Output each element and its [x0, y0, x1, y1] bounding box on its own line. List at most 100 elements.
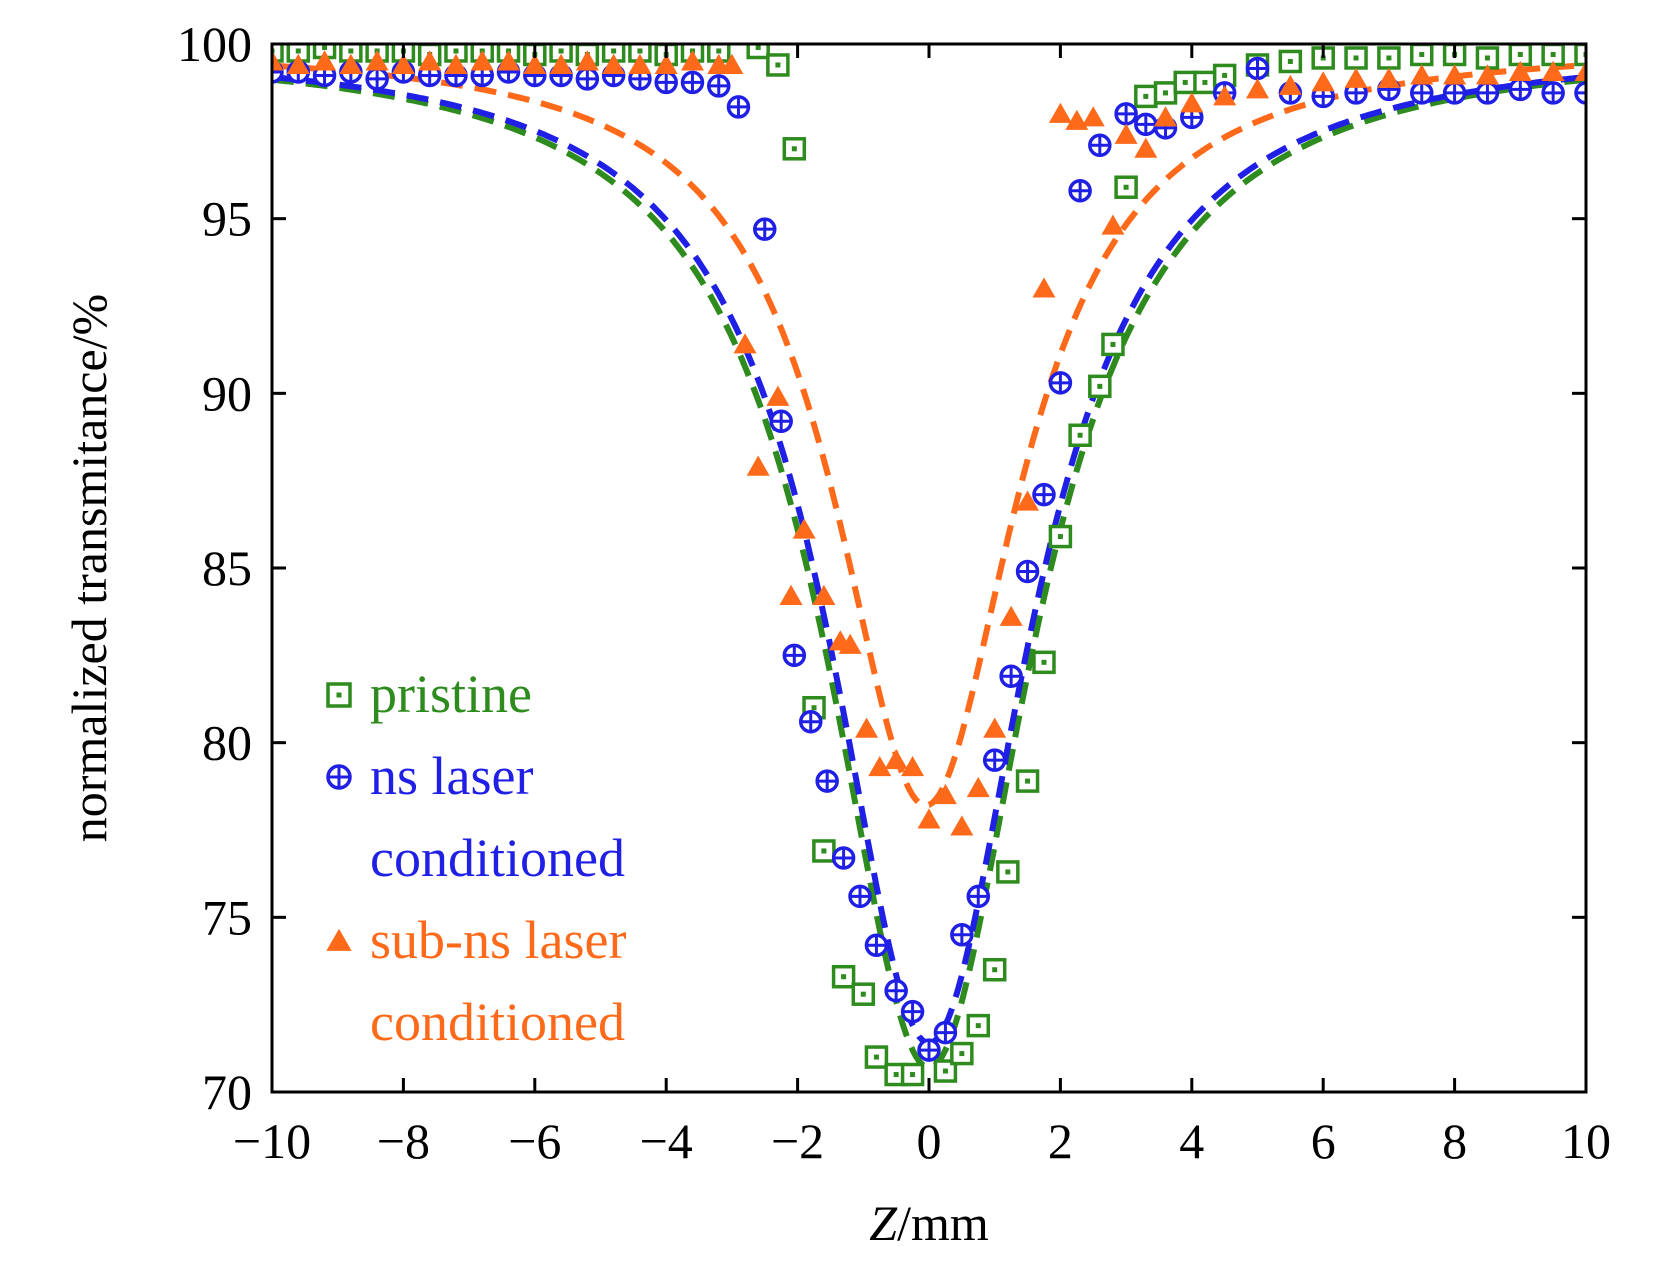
data-point-series-2: [792, 518, 816, 539]
legend-label-series-0: pristine: [370, 664, 532, 724]
data-point-series-2: [1016, 490, 1040, 511]
data-point-series-2: [999, 605, 1023, 626]
data-point-series-0-dot: [295, 48, 301, 54]
data-point-series-2: [549, 53, 573, 74]
data-point-series-0-dot: [1182, 79, 1188, 85]
data-point-series-0-dot: [910, 1072, 916, 1078]
x-tick-label: −2: [771, 1113, 824, 1169]
data-point-series-2: [1278, 74, 1302, 95]
fit-curve-series-0: [272, 76, 1586, 1071]
legend-label-series-1: ns laser: [370, 746, 533, 806]
data-point-series-2: [983, 717, 1007, 738]
axis-ticks: −10 −8 −6 −4 −2 0 2 4 6 8 10 70 75 80 85 90 95 100: [177, 16, 1611, 1169]
data-point-series-0-dot: [959, 1051, 965, 1057]
y-tick-label: 100: [177, 16, 252, 72]
x-tick-label: 4: [1179, 1113, 1204, 1169]
data-point-series-0-dot: [1025, 778, 1031, 784]
y-tick-label: 80: [202, 715, 252, 771]
data-point-series-2: [1180, 92, 1204, 113]
data-point-series-2: [812, 584, 836, 605]
data-point-series-2: [733, 333, 757, 354]
data-point-series-2: [418, 50, 442, 71]
data-point-series-2: [444, 53, 468, 74]
data-point-series-0-dot: [1517, 51, 1523, 57]
data-point-series-2: [1443, 64, 1467, 85]
data-point-series-0-dot: [1110, 341, 1116, 347]
data-point-series-0-dot: [893, 1072, 899, 1078]
data-point-series-2: [1410, 64, 1434, 85]
x-tick-label: 2: [1048, 1113, 1073, 1169]
x-tick-label: 8: [1442, 1113, 1467, 1169]
data-point-series-2: [497, 50, 521, 71]
data-point-series-0-dot: [558, 48, 564, 54]
data-point-series-0-dot: [992, 967, 998, 973]
data-point-series-2: [575, 50, 599, 71]
data-point-series-2: [1081, 106, 1105, 127]
data-point-series-0-dot: [975, 1023, 981, 1029]
x-tick-label: −8: [377, 1113, 430, 1169]
data-point-series-0: [746, 44, 770, 60]
data-point-series-2: [884, 748, 908, 770]
data-point-series-0-dot: [1202, 79, 1208, 85]
y-axis-label: normalized transmitance/%: [61, 294, 117, 842]
data-point-series-2: [1134, 137, 1158, 158]
data-point-series-0-dot: [860, 991, 866, 997]
legend: pristine ns laser conditioned sub-ns laser c…: [326, 664, 626, 1052]
legend-marker-series-2: [326, 928, 352, 951]
data-point-series-2: [1213, 85, 1237, 106]
data-point-series-2: [628, 53, 652, 74]
data-point-series-2: [523, 53, 547, 74]
data-point-series-0-dot: [1077, 432, 1083, 438]
data-point-series-0-dot: [611, 48, 617, 54]
data-point-series-2: [680, 50, 704, 71]
data-point-series-2: [1574, 60, 1586, 81]
data-point-series-0-dot: [1419, 51, 1425, 57]
data-point-series-2: [1246, 78, 1269, 99]
x-tick-label: 10: [1561, 1113, 1611, 1169]
data-point-series-2: [1065, 109, 1089, 130]
data-point-series-0-dot: [841, 974, 847, 980]
data-point-series-0-dot: [1005, 869, 1011, 875]
x-tick-label: −4: [640, 1113, 693, 1169]
data-point-series-2: [901, 755, 925, 777]
data-point-series-2: [1101, 214, 1125, 235]
data-point-series-0-dot: [1222, 72, 1228, 78]
data-point-series-2: [1344, 67, 1368, 88]
data-point-series-0-dot: [1484, 55, 1490, 61]
data-point-series-0-dot: [1041, 659, 1047, 665]
data-point-series-0-dot: [873, 1054, 879, 1060]
x-tick-label: −10: [233, 1113, 311, 1169]
legend-label-series-2: conditioned: [370, 992, 625, 1052]
legend-label-series-1: conditioned: [370, 828, 625, 888]
data-point-series-2: [966, 776, 990, 798]
data-point-series-2: [868, 755, 892, 777]
y-tick-label: 75: [202, 889, 252, 945]
data-point-series-0: [1574, 44, 1586, 67]
data-point-series-2: [391, 53, 415, 74]
data-point-series-0-dot: [755, 44, 761, 50]
legend-marker-series-0-dot: [336, 692, 342, 698]
data-point-series-0-dot: [1353, 55, 1359, 61]
data-point-series-2: [766, 385, 790, 406]
data-point-series-0-dot: [1550, 51, 1556, 57]
data-point-series-2: [654, 53, 678, 74]
data-markers: [272, 44, 1586, 1087]
legend-label-series-2: sub-ns laser: [370, 910, 626, 970]
x-tick-label: 6: [1311, 1113, 1336, 1169]
data-point-series-0-dot: [1143, 93, 1149, 99]
data-point-series-0-dot: [811, 705, 817, 711]
data-point-series-2: [365, 50, 389, 71]
data-point-series-0-dot: [821, 848, 827, 854]
data-point-series-2: [1114, 123, 1138, 144]
data-point-series-2: [286, 53, 310, 74]
y-tick-label: 90: [202, 365, 252, 421]
data-point-series-0-dot: [453, 48, 459, 54]
data-point-series-2: [1154, 106, 1178, 127]
data-point-series-2: [779, 584, 803, 605]
data-point-series-2: [950, 815, 974, 836]
data-point-series-2: [1048, 102, 1072, 123]
data-point-series-2: [339, 53, 363, 74]
data-point-series-2: [855, 717, 879, 738]
y-tick-label: 70: [202, 1064, 252, 1120]
data-point-series-2: [1032, 277, 1056, 298]
